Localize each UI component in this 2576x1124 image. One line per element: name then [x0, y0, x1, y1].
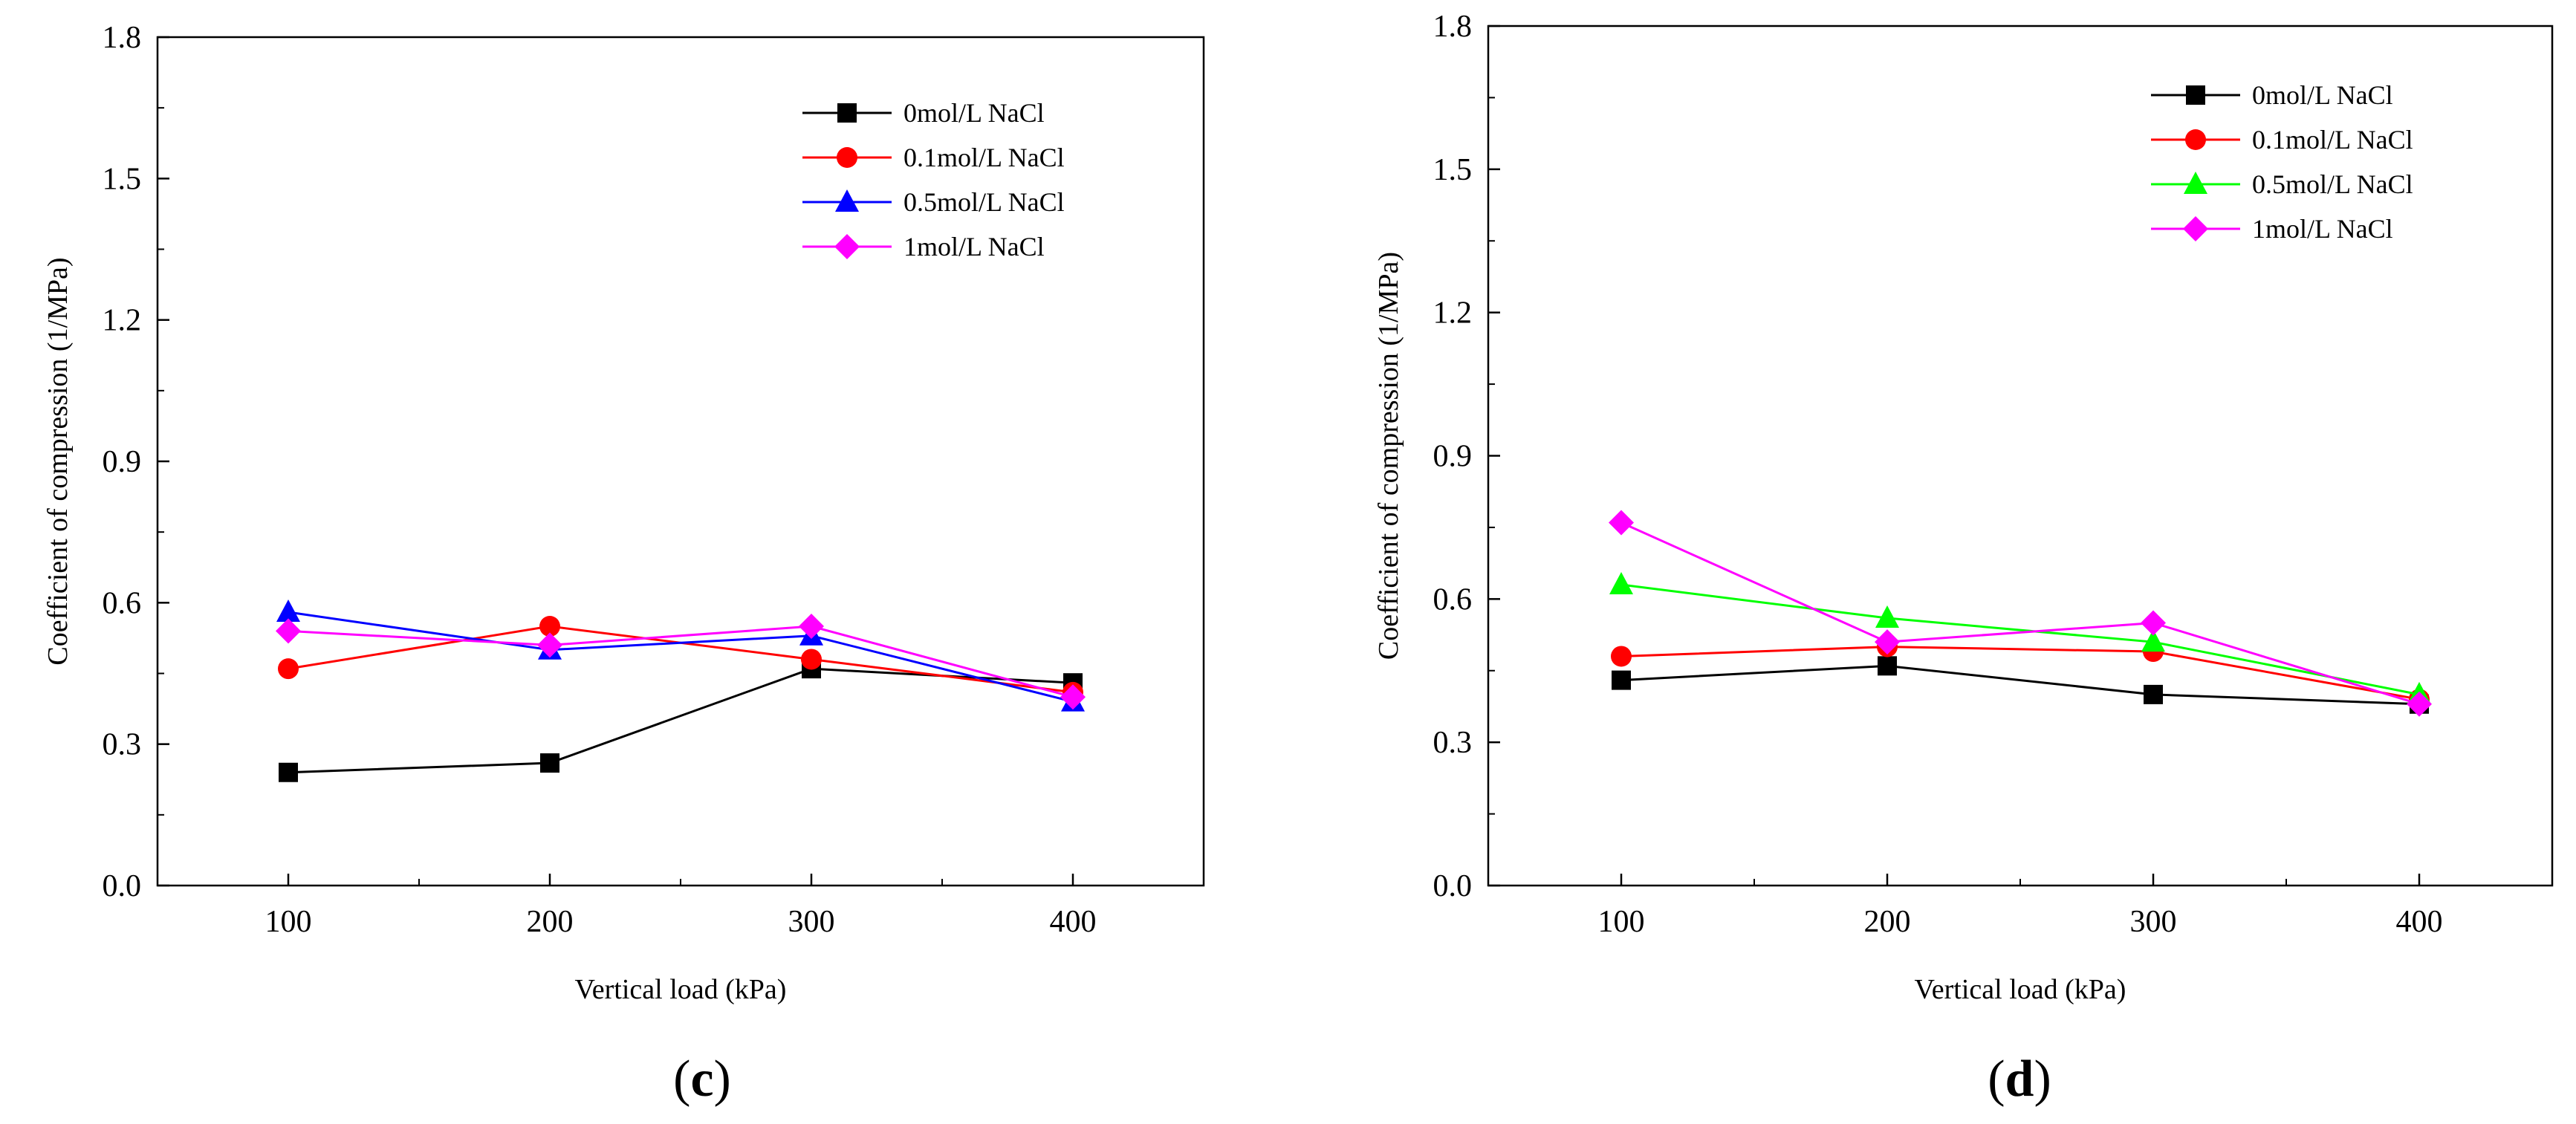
y-tick-label: 0.6	[1433, 582, 1473, 617]
series-line	[1620, 646, 2420, 701]
data-point	[540, 753, 559, 773]
panel-label: (d)	[1988, 1050, 2051, 1108]
legend-label: 0.1mol/L NaCl	[903, 143, 1065, 172]
legend-label: 1mol/L NaCl	[2252, 214, 2393, 244]
series-line	[288, 625, 1074, 698]
legend: 0mol/L NaCl 0.1mol/L NaCl 0.5mol/L NaCl 1mo…	[802, 98, 1065, 261]
x-tick-label: 300	[2130, 905, 2177, 939]
series-line	[288, 667, 1074, 774]
plot-frame	[1487, 25, 2554, 887]
legend-label: 0mol/L NaCl	[903, 98, 1045, 128]
series-2	[276, 600, 1085, 712]
y-tick-label: 1.5	[103, 162, 142, 196]
y-tick-label: 0.3	[1433, 726, 1473, 760]
legend-marker	[2185, 129, 2206, 150]
legend: 0mol/L NaCl 0.1mol/L NaCl 0.5mol/L NaCl 1mo…	[2151, 80, 2413, 244]
data-point	[1875, 629, 1900, 655]
series-line	[1620, 583, 2420, 696]
x-tick-label: 200	[527, 905, 574, 939]
x-tick-label: 100	[265, 905, 312, 939]
series-3	[1609, 510, 2432, 717]
series-line	[1620, 664, 2420, 706]
legend-label: 0.5mol/L NaCl	[2252, 169, 2413, 199]
legend-marker	[2184, 172, 2207, 194]
y-tick-label: 0.9	[1433, 440, 1473, 474]
data-point	[2141, 629, 2165, 652]
legend-marker	[2183, 216, 2208, 241]
x-tick-label: 100	[1598, 905, 1645, 939]
y-tick-label: 0.3	[103, 728, 142, 762]
data-point	[539, 616, 560, 637]
x-tick-label: 400	[2396, 905, 2443, 939]
legend-marker	[837, 147, 857, 168]
series-line	[288, 611, 1074, 704]
y-tick-label: 1.8	[1433, 10, 1473, 44]
data-point	[537, 632, 562, 658]
x-tick-label: 200	[1864, 905, 1911, 939]
y-axis-title: Coefficient of compression (1/MPa)	[42, 257, 74, 665]
x-tick-label: 300	[788, 905, 835, 939]
legend-marker	[835, 189, 859, 212]
chart-panel-c: 0.0 0.3 0.6 0.9 1.2 1.5 1.8 100 200 300 400 Vertica…	[42, 21, 1205, 1108]
y-tick-label: 0.0	[103, 869, 142, 903]
legend-label: 1mol/L NaCl	[903, 232, 1045, 261]
data-point	[279, 762, 298, 782]
legend-label: 0mol/L NaCl	[2252, 80, 2393, 110]
y-tick-label: 0.0	[1433, 869, 1473, 903]
y-axis-title: Coefficient of compression (1/MPa)	[1373, 252, 1404, 660]
legend-marker	[834, 234, 860, 259]
data-point	[1609, 572, 1633, 595]
chart-panel-d: 0.0 0.3 0.6 0.9 1.2 1.5 1.8 100 200 300 400 Vertica…	[1373, 10, 2554, 1108]
data-point	[1609, 510, 1634, 536]
series-3	[276, 614, 1086, 710]
data-point	[276, 600, 300, 623]
y-tick-label: 1.2	[1433, 296, 1473, 331]
data-point	[1875, 605, 1899, 628]
series-0	[1612, 656, 2429, 714]
data-point	[799, 614, 824, 640]
x-tick-label: 400	[1050, 905, 1097, 939]
data-point	[2141, 610, 2166, 636]
legend-marker	[2186, 85, 2205, 105]
y-tick-label: 1.5	[1433, 153, 1473, 187]
series-2	[1609, 572, 2431, 704]
data-point	[2144, 684, 2163, 704]
data-point	[276, 618, 301, 644]
x-axis-title: Vertical load (kPa)	[575, 974, 787, 1005]
series-line	[1620, 522, 2420, 706]
legend-label: 0.5mol/L NaCl	[903, 187, 1065, 217]
legend-marker	[837, 103, 857, 123]
data-point	[2407, 691, 2432, 717]
y-tick-label: 0.6	[103, 586, 142, 620]
x-axis-title: Vertical load (kPa)	[1915, 974, 2126, 1005]
data-point	[1611, 646, 1632, 667]
legend-label: 0.1mol/L NaCl	[2252, 125, 2413, 155]
data-point	[1060, 684, 1086, 710]
panel-label: (c)	[673, 1050, 731, 1108]
y-tick-label: 0.9	[103, 445, 142, 479]
data-point	[1612, 670, 1631, 690]
data-point	[1878, 656, 1897, 676]
y-tick-label: 1.8	[103, 21, 142, 55]
data-point	[801, 649, 822, 670]
data-point	[278, 658, 299, 680]
y-tick-label: 1.2	[103, 304, 142, 338]
